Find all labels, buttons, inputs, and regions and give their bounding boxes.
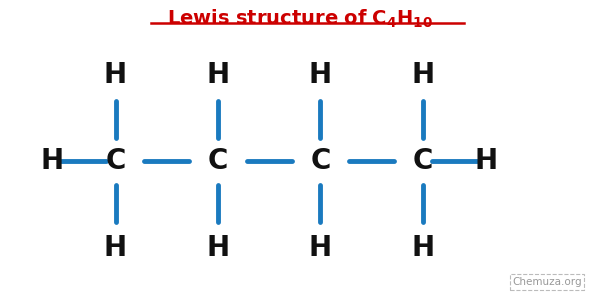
Text: H: H <box>104 234 127 262</box>
Text: Chemuza.org: Chemuza.org <box>512 277 582 287</box>
Text: C: C <box>208 148 228 176</box>
Text: C: C <box>310 148 331 176</box>
Text: H: H <box>309 234 332 262</box>
Text: H: H <box>412 61 434 89</box>
Text: H: H <box>412 234 434 262</box>
Text: H: H <box>40 148 64 176</box>
Text: H: H <box>104 61 127 89</box>
Text: H: H <box>206 234 230 262</box>
Text: C: C <box>106 148 126 176</box>
Text: $\mathbf{Lewis\ structure\ of\ C_4H_{10}}$: $\mathbf{Lewis\ structure\ of\ C_4H_{10}… <box>167 7 433 30</box>
Text: C: C <box>413 148 433 176</box>
Text: H: H <box>309 61 332 89</box>
Text: H: H <box>206 61 230 89</box>
Text: H: H <box>475 148 498 176</box>
